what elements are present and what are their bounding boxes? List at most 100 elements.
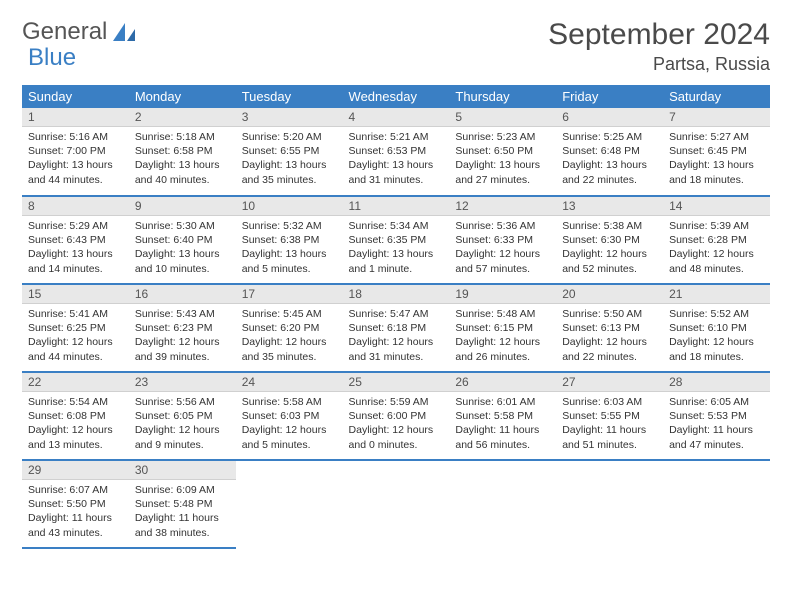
daylight-line: Daylight: 11 hours and 47 minutes. [669,423,764,451]
day-number: 1 [22,108,129,127]
sunrise-line: Sunrise: 5:20 AM [242,130,337,144]
header-bar: General September 2024 Partsa, Russia [22,18,770,75]
sunset-line: Sunset: 6:10 PM [669,321,764,335]
sunset-line: Sunset: 6:53 PM [349,144,444,158]
sunrise-line: Sunrise: 6:01 AM [455,395,550,409]
day-body: Sunrise: 5:41 AMSunset: 6:25 PMDaylight:… [22,304,129,370]
calendar-cell: 26 Sunrise: 6:01 AMSunset: 5:58 PMDayligh… [449,372,556,460]
day-body: Sunrise: 6:09 AMSunset: 5:48 PMDaylight:… [129,480,236,546]
day-number: 11 [343,197,450,216]
calendar-cell: 1Sunrise: 5:16 AMSunset: 7:00 PMDaylight… [22,108,129,196]
day-body: Sunrise: 5:25 AMSunset: 6:48 PMDaylight:… [556,127,663,193]
sunset-line: Sunset: 6:18 PM [349,321,444,335]
daylight-line: Daylight: 11 hours and 38 minutes. [135,511,230,539]
daylight-line: Daylight: 12 hours and 22 minutes. [562,335,657,363]
calendar-cell: 21Sunrise: 5:52 AMSunset: 6:10 PMDayligh… [663,284,770,372]
calendar-cell: 8Sunrise: 5:29 AMSunset: 6:43 PMDaylight… [22,196,129,284]
sunrise-line: Sunrise: 5:47 AM [349,307,444,321]
day-number: 30 [129,461,236,480]
daylight-line: Daylight: 13 hours and 10 minutes. [135,247,230,275]
day-number: 8 [22,197,129,216]
calendar-cell: 23Sunrise: 5:56 AMSunset: 6:05 PMDayligh… [129,372,236,460]
sunrise-line: Sunrise: 5:23 AM [455,130,550,144]
sunrise-line: Sunrise: 6:09 AM [135,483,230,497]
day-number: 18 [343,285,450,304]
calendar-cell: 10Sunrise: 5:32 AMSunset: 6:38 PMDayligh… [236,196,343,284]
calendar-row: 1 Sunrise: 5:16 AMSunset: 7:00 PM Daylight… [22,108,770,196]
day-body: Sunrise: 5:21 AMSunset: 6:53 PMDaylight:… [343,127,450,193]
day-number: 2 [129,108,236,127]
weekday-header: Wednesday [343,85,450,108]
day-number: 17 [236,285,343,304]
daylight-line: Daylight: 12 hours and 26 minutes. [455,335,550,363]
weekday-header-row: Sunday Monday Tuesday Wednesday Thursday… [22,85,770,108]
daylight-line: Daylight: 13 hours and 18 minutes. [669,158,764,186]
daylight-line: Daylight: 13 hours and 14 minutes. [28,247,123,275]
calendar-cell: 28Sunrise: 6:05 AMSunset: 5:53 PMDayligh… [663,372,770,460]
daylight-line: Daylight: 12 hours and 35 minutes. [242,335,337,363]
day-number: 26 [449,373,556,392]
sunset-line: Sunset: 6:25 PM [28,321,123,335]
daylight-line: Daylight: 13 hours and 5 minutes. [242,247,337,275]
weekday-header: Sunday [22,85,129,108]
day-number: 12 [449,197,556,216]
day-body: Sunrise: 6:07 AMSunset: 5:50 PMDaylight:… [22,480,129,546]
sunrise-line: Sunrise: 5:16 AM [28,130,123,144]
sunrise-line: Sunrise: 5:48 AM [455,307,550,321]
calendar-row: 29Sunrise: 6:07 AMSunset: 5:50 PMDayligh… [22,460,770,548]
calendar-cell: 5Sunrise: 5:23 AMSunset: 6:50 PMDaylight… [449,108,556,196]
sunset-line: Sunset: 5:58 PM [455,409,550,423]
daylight-line: Daylight: 11 hours and 56 minutes. [455,423,550,451]
sunset-line: Sunset: 6:00 PM [349,409,444,423]
day-number: 29 [22,461,129,480]
day-body: Sunrise: 5:29 AMSunset: 6:43 PMDaylight:… [22,216,129,282]
sunrise-line: Sunrise: 5:43 AM [135,307,230,321]
day-number: 19 [449,285,556,304]
sunrise-line: Sunrise: 5:59 AM [349,395,444,409]
calendar-cell: 13Sunrise: 5:38 AMSunset: 6:30 PMDayligh… [556,196,663,284]
calendar-cell: 20Sunrise: 5:50 AMSunset: 6:13 PMDayligh… [556,284,663,372]
day-body: Sunrise: 5:32 AMSunset: 6:38 PMDaylight:… [236,216,343,282]
logo-text-blue: Blue [28,44,76,72]
day-number: 27 [556,373,663,392]
day-number: 14 [663,197,770,216]
calendar-cell: 11Sunrise: 5:34 AMSunset: 6:35 PMDayligh… [343,196,450,284]
day-number: 10 [236,197,343,216]
daylight-line: Daylight: 12 hours and 31 minutes. [349,335,444,363]
sunset-line: Sunset: 5:48 PM [135,497,230,511]
day-body: Sunrise: 5:34 AMSunset: 6:35 PMDaylight:… [343,216,450,282]
sunset-line: Sunset: 6:45 PM [669,144,764,158]
sunrise-line: Sunrise: 5:39 AM [669,219,764,233]
sunrise-line: Sunrise: 5:18 AM [135,130,230,144]
day-body: Sunrise: 5:47 AMSunset: 6:18 PMDaylight:… [343,304,450,370]
calendar-cell: 14Sunrise: 5:39 AMSunset: 6:28 PMDayligh… [663,196,770,284]
sunrise-line: Sunrise: 5:36 AM [455,219,550,233]
daylight-line: Daylight: 13 hours and 31 minutes. [349,158,444,186]
sunset-line: Sunset: 7:00 PM [28,144,123,158]
sunset-line: Sunset: 6:23 PM [135,321,230,335]
day-body: Sunrise: 5:50 AMSunset: 6:13 PMDaylight:… [556,304,663,370]
sunset-line: Sunset: 6:40 PM [135,233,230,247]
sunset-line: Sunset: 6:30 PM [562,233,657,247]
day-body: Sunrise: 6:03 AMSunset: 5:55 PMDaylight:… [556,392,663,458]
sunrise-line: Sunrise: 5:30 AM [135,219,230,233]
daylight-line: Daylight: 12 hours and 0 minutes. [349,423,444,451]
sunrise-line: Sunrise: 5:38 AM [562,219,657,233]
calendar-cell: 2Sunrise: 5:18 AMSunset: 6:58 PMDaylight… [129,108,236,196]
sunset-line: Sunset: 6:35 PM [349,233,444,247]
day-number: 9 [129,197,236,216]
day-body: Sunrise: 5:52 AMSunset: 6:10 PMDaylight:… [663,304,770,370]
sunrise-line: Sunrise: 5:34 AM [349,219,444,233]
day-body: Sunrise: 5:30 AMSunset: 6:40 PMDaylight:… [129,216,236,282]
sunrise-line: Sunrise: 5:58 AM [242,395,337,409]
calendar-table: Sunday Monday Tuesday Wednesday Thursday… [22,85,770,549]
day-body: Sunrise: 5:45 AMSunset: 6:20 PMDaylight:… [236,304,343,370]
daylight-line: Daylight: 12 hours and 52 minutes. [562,247,657,275]
calendar-cell: 15Sunrise: 5:41 AMSunset: 6:25 PMDayligh… [22,284,129,372]
daylight-line: Daylight: 12 hours and 44 minutes. [28,335,123,363]
day-number: 28 [663,373,770,392]
day-body: Sunrise: 5:48 AMSunset: 6:15 PMDaylight:… [449,304,556,370]
title-month: September 2024 [548,18,770,52]
calendar-cell: 16Sunrise: 5:43 AMSunset: 6:23 PMDayligh… [129,284,236,372]
day-number: 16 [129,285,236,304]
